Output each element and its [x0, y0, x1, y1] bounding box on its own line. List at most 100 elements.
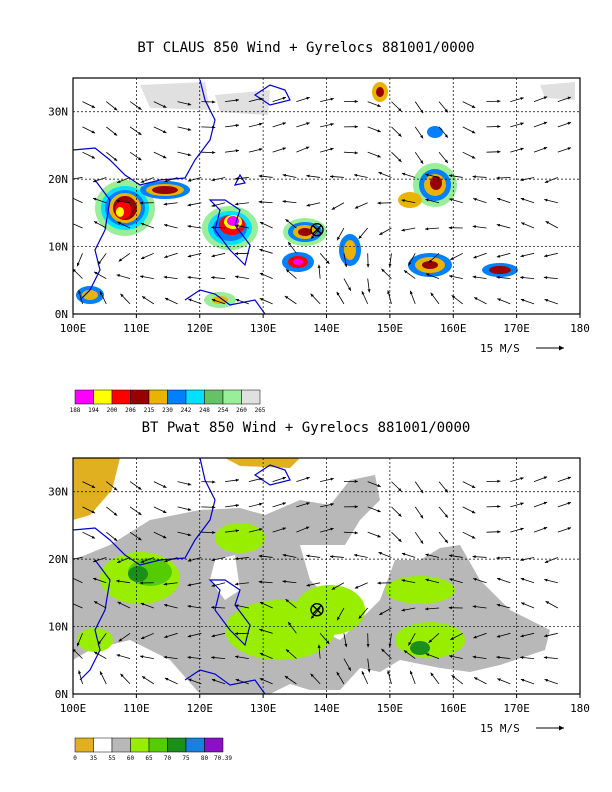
- wind-vector-head: [310, 673, 314, 678]
- wind-vector-head: [347, 287, 351, 291]
- wind-vector-head: [377, 581, 381, 585]
- wind-vector-head: [113, 107, 118, 111]
- wind-vector-head: [401, 199, 405, 203]
- wind-vector-head: [310, 615, 315, 619]
- wind-vector-head: [113, 132, 118, 136]
- wind-vector-head: [78, 670, 82, 674]
- wind-vector-head: [118, 638, 123, 642]
- wind-vector-head: [428, 639, 432, 643]
- wind-vector-head: [425, 578, 429, 582]
- colorbar-label: 265: [255, 407, 266, 414]
- colorbar-swatch: [167, 389, 187, 405]
- lat-tick-label: 0N: [55, 688, 68, 701]
- wind-vector-head: [163, 582, 167, 586]
- wind-vector-head: [449, 274, 453, 278]
- colorbar-label: 70.39: [214, 755, 232, 762]
- wind-vector-head: [138, 511, 142, 515]
- wind-vector-head: [521, 602, 525, 606]
- wind-vector-head: [97, 261, 102, 265]
- wind-vector-head: [354, 585, 359, 589]
- wind-vector-head: [496, 603, 501, 607]
- wind-vector-head: [139, 201, 143, 205]
- wind-vector-head: [545, 221, 550, 225]
- wind-vector-head: [113, 487, 118, 491]
- wind-vector-head: [497, 298, 501, 302]
- wind-vector-head: [330, 477, 334, 481]
- wind-vector-head: [451, 675, 456, 679]
- colorbar-label: 254: [218, 407, 229, 414]
- wind-vector-head: [234, 582, 239, 586]
- wind-vector-head: [497, 99, 501, 103]
- wind-vector-head: [235, 224, 239, 228]
- wind-vector-head: [496, 655, 500, 659]
- colorbar-swatch: [74, 389, 94, 405]
- wind-vector-head: [326, 640, 330, 644]
- wind-vector-head: [259, 678, 264, 682]
- wind-vector-head: [317, 644, 321, 648]
- wind-vector-head: [379, 231, 383, 235]
- wind-vector-head: [520, 178, 524, 182]
- wind-vector-head: [140, 559, 145, 563]
- wind-vector-head: [288, 242, 292, 246]
- wind-vector-head: [211, 634, 215, 638]
- gyre-circle: [310, 223, 324, 237]
- panel1-axis-labels: 100E 110E 120E 130E 140E 150E 160E 170E 180 0N 10N…: [48, 106, 590, 335]
- wind-vector-head: [496, 254, 501, 258]
- wind-vector-head: [520, 477, 524, 481]
- colorbar-label: 35: [90, 755, 98, 762]
- lat-tick-label: 20N: [48, 173, 68, 186]
- wind-vector-head: [330, 122, 334, 126]
- wind-vector-head: [354, 205, 359, 209]
- wind-vector-head: [187, 558, 192, 562]
- wind-vector-head: [162, 104, 167, 108]
- wind-vector-head: [497, 678, 501, 682]
- wind-vector-head: [387, 290, 391, 294]
- wind-vector-head: [259, 122, 263, 126]
- wind-vector-head: [401, 579, 405, 583]
- wind-vector-head: [305, 526, 310, 530]
- wind-vector-head: [187, 178, 192, 182]
- wind-vector-head: [567, 147, 572, 151]
- wind-vector-head: [284, 676, 289, 680]
- wind-vector-head: [401, 228, 405, 232]
- wind-vector-head: [211, 558, 215, 562]
- panel2-colorbar: 0 35 55 60 65 70 75 80 70.39: [73, 737, 232, 762]
- wind-vector-head: [284, 296, 289, 300]
- panel1-gyre-marker: [310, 223, 324, 237]
- wind-vector-head: [162, 510, 167, 513]
- wind-vector-head: [403, 650, 408, 654]
- wind-vector-head: [409, 670, 413, 675]
- colorbar-label: 75: [182, 755, 190, 762]
- wind-vector-head: [497, 479, 501, 483]
- wind-vector-head: [259, 502, 263, 506]
- wind-vector-head: [164, 559, 168, 563]
- wind-vector-head: [140, 222, 145, 226]
- wind-vector-head: [496, 556, 500, 560]
- wind-vector-head: [472, 555, 476, 559]
- wind-vector-head: [544, 180, 549, 183]
- wind-vector-head: [336, 671, 340, 676]
- wind-vector-head: [545, 601, 550, 605]
- wind-vector-head: [188, 678, 192, 682]
- wind-vector-head: [337, 616, 340, 621]
- wind-vector-head: [235, 604, 239, 608]
- wind-vector-head: [93, 221, 98, 225]
- reference-arrow-head: [559, 725, 564, 731]
- wind-vector-head: [116, 579, 120, 583]
- wind-vector-head: [91, 155, 96, 159]
- wind-vector-head: [305, 146, 310, 150]
- wind-vector-head: [235, 503, 239, 507]
- wind-vector-head: [282, 200, 286, 204]
- panel1-gridlines: [73, 78, 580, 314]
- wind-vector-head: [188, 298, 192, 302]
- wind-vector: [73, 603, 83, 609]
- wind-vector-head: [259, 298, 264, 302]
- wind-vector-head: [520, 147, 524, 151]
- wind-vector-head: [282, 122, 286, 126]
- wind-vector-head: [91, 510, 96, 514]
- wind-vector-head: [258, 580, 262, 584]
- wind-vector-head: [211, 276, 215, 280]
- wind-vector-head: [187, 127, 192, 131]
- wind-vector-head: [496, 223, 501, 227]
